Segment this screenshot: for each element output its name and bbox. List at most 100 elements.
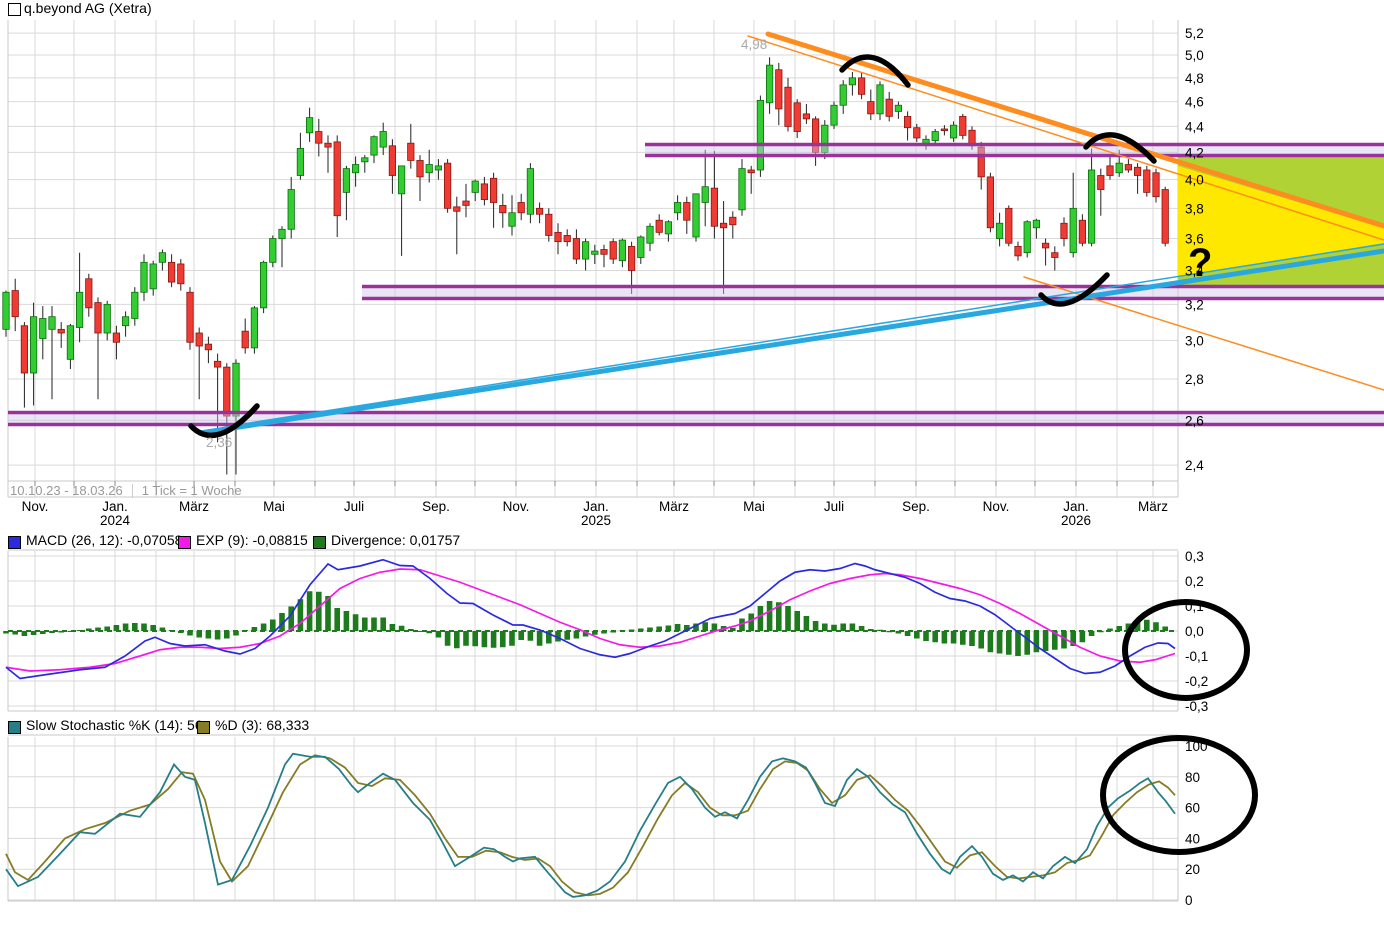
candle-down	[628, 245, 636, 271]
stoch-tick: 80	[1185, 770, 1200, 785]
month-label: Sep.	[422, 499, 450, 514]
candle-down	[333, 141, 341, 217]
candle-up	[342, 168, 351, 193]
uptrend-thin-blue	[242, 243, 1384, 425]
candle-up	[618, 239, 627, 262]
candle-down	[416, 160, 424, 178]
candle-down	[775, 69, 783, 110]
candle-down	[729, 216, 737, 226]
candle-down	[1014, 245, 1022, 257]
month-label: Nov.	[22, 499, 49, 514]
rounded-bottom-1	[188, 403, 260, 439]
candle-up	[397, 165, 406, 195]
candle-up	[76, 291, 84, 328]
candle-up	[305, 117, 314, 134]
candle-down	[1161, 189, 1169, 244]
question-mark-annotation: ?	[1188, 241, 1212, 285]
candle-down	[443, 162, 452, 209]
stoch-tick: 20	[1185, 862, 1200, 877]
candle-down	[94, 302, 102, 334]
candle-down	[1152, 172, 1160, 198]
candle-down	[536, 207, 544, 215]
candle-down	[609, 241, 617, 260]
macd-tick: 0,3	[1185, 549, 1204, 564]
candle-up	[278, 228, 286, 239]
candle-down	[453, 206, 461, 212]
candle-down	[186, 291, 194, 343]
macd-legend-swatch-icon	[8, 536, 21, 549]
candle-up	[931, 131, 939, 141]
uptrend-thick-blue	[197, 248, 1384, 436]
candle-down	[913, 127, 921, 139]
tick-info: 1 Tick = 1 Woche	[141, 483, 242, 498]
candle-down	[195, 332, 203, 347]
year-label: 2026	[1061, 513, 1091, 528]
candle-up	[232, 362, 240, 417]
candle-up	[821, 124, 829, 153]
candle-down	[499, 205, 507, 214]
candle-down	[720, 222, 728, 229]
candle-up	[434, 165, 443, 171]
candle-down	[213, 360, 222, 368]
candle-up	[259, 261, 268, 309]
candle-up	[103, 303, 111, 334]
price-tick: 4,6	[1185, 95, 1204, 110]
candle-down	[812, 118, 820, 153]
candle-down	[802, 113, 811, 120]
candle-down	[489, 177, 498, 203]
candle-down	[223, 366, 231, 417]
month-label: Mai	[263, 499, 285, 514]
month-label: Jan.	[1063, 499, 1089, 514]
candle-down	[1042, 242, 1050, 249]
year-label: 2025	[581, 513, 611, 528]
candle-down	[11, 290, 19, 318]
price-tick: 3,6	[1185, 232, 1204, 247]
footer-divider	[131, 484, 133, 498]
month-label: Jan.	[102, 499, 128, 514]
candle-down	[407, 142, 415, 161]
candle-up	[738, 168, 746, 211]
candle-up	[66, 325, 74, 360]
price-tick: 4,8	[1185, 71, 1204, 86]
candle-down	[1097, 175, 1105, 190]
candle-up	[848, 77, 857, 86]
exp-legend-label: EXP (9): -0,08815	[196, 532, 308, 548]
axis-labels: 5,2 5,0 4,8 4,6 4,4 4,2 4,0 3,8 3,6 3,4 3,2 3,0 2,8 2…	[22, 26, 1213, 908]
candle-down	[793, 102, 801, 132]
candle-down	[167, 261, 176, 283]
candle-up	[1032, 219, 1040, 229]
price-tick: 3,2	[1185, 297, 1204, 312]
candle-down	[462, 200, 470, 206]
month-label: Mai	[743, 499, 765, 514]
candle-up	[39, 318, 47, 339]
rounded-bottom-2	[1038, 272, 1110, 307]
candle-up	[158, 252, 166, 263]
candle-up	[250, 307, 258, 349]
title-marker-icon	[8, 3, 21, 16]
page-title: q.beyond AG (Xetra)	[24, 0, 152, 16]
candle-down	[563, 235, 571, 243]
downtrend-thick-orange	[765, 31, 1384, 229]
month-label: Nov.	[503, 499, 530, 514]
candle-down	[554, 231, 562, 243]
candle-up	[1115, 162, 1123, 174]
candle-down	[572, 238, 581, 260]
candle-up	[591, 250, 599, 255]
candle-up	[131, 291, 139, 319]
candle-down	[241, 330, 249, 349]
candle-up	[269, 238, 277, 263]
stoch-circle	[1100, 735, 1258, 855]
price-tick: 2,6	[1185, 413, 1204, 428]
candle-down	[683, 202, 691, 221]
downtrend-thin-orange	[747, 35, 1384, 241]
candle-up	[508, 212, 516, 227]
candle-up	[1069, 207, 1077, 254]
candle-down	[959, 115, 967, 136]
candle-down	[710, 187, 719, 227]
candle-down	[1134, 166, 1142, 176]
candle-down	[517, 202, 525, 214]
stoch-tick: 100	[1185, 739, 1208, 754]
candle-up	[922, 138, 930, 144]
